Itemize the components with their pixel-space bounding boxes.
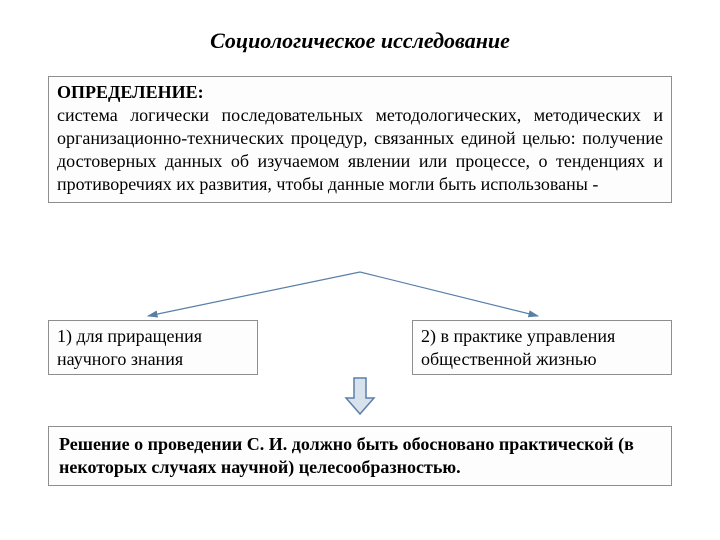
branch-right-box: 2) в практике управления общественной жи… xyxy=(412,320,672,375)
page-title: Социологическое исследование xyxy=(48,28,672,54)
down-arrow-icon xyxy=(344,376,376,416)
branch-left-box: 1) для приращения научного знания xyxy=(48,320,258,375)
arrow-left xyxy=(148,272,360,316)
definition-text: система логически последовательных метод… xyxy=(57,105,663,194)
conclusion-box: Решение о проведении С. И. должно быть о… xyxy=(48,426,672,486)
branch-arrows xyxy=(48,266,672,326)
branch-row: 1) для приращения научного знания 2) в п… xyxy=(48,320,672,375)
definition-block: ОПРЕДЕЛЕНИЕ: система логически последова… xyxy=(48,76,672,203)
definition-label: ОПРЕДЕЛЕНИЕ: xyxy=(57,82,204,102)
arrow-right xyxy=(360,272,538,316)
